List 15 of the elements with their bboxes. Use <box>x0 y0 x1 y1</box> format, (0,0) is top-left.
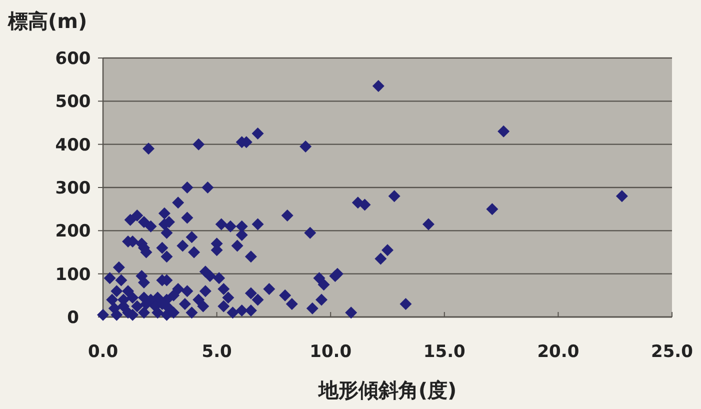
y-tick-label: 0 <box>67 308 80 328</box>
x-tick-label: 0.0 <box>88 342 118 362</box>
y-tick-label: 600 <box>55 49 91 69</box>
y-tick-label: 400 <box>55 135 91 156</box>
y-axis-title: 標高(m) <box>7 9 88 33</box>
x-tick-label: 20.0 <box>537 342 580 362</box>
y-tick-label: 200 <box>55 222 91 242</box>
y-tick-label: 100 <box>55 264 91 285</box>
y-tick-label: 300 <box>55 178 91 198</box>
x-tick-label: 15.0 <box>423 342 466 362</box>
x-tick-label: 25.0 <box>651 342 694 362</box>
x-axis-title: 地形傾斜角(度) <box>317 378 457 402</box>
x-tick-label: 10.0 <box>310 342 352 362</box>
x-tick-label: 5.0 <box>202 342 232 362</box>
y-tick-label: 500 <box>55 92 91 112</box>
